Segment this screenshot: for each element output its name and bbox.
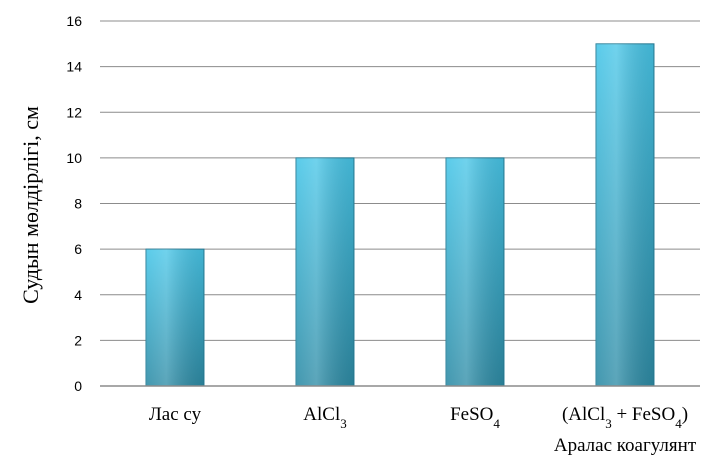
y-tick-label: 2 xyxy=(74,332,82,348)
bar-shine xyxy=(296,157,354,386)
y-tick-label: 16 xyxy=(66,13,82,29)
y-axis-label: Судын мөлдірлігі, см xyxy=(18,106,43,304)
y-tick-label: 10 xyxy=(66,150,82,166)
x-tick-label: AlCl3 xyxy=(303,404,346,431)
x-tick-label: (AlCl3 + FeSO4) xyxy=(562,404,688,431)
x-tick-label: FeSO4 xyxy=(450,404,500,431)
y-tick-label: 8 xyxy=(74,196,82,212)
bar-shine xyxy=(596,43,654,386)
y-tick-label: 6 xyxy=(74,241,82,257)
bar-shine xyxy=(446,157,504,386)
x-axis-ticks: Лас су AlCl3 FeSO4 (AlCl3 + FeSO4) Аралас ко… xyxy=(149,404,697,456)
x-tick-label: Лас су xyxy=(149,404,202,425)
bar-shine xyxy=(146,249,204,386)
y-tick-label: 14 xyxy=(66,59,82,75)
y-tick-label: 12 xyxy=(66,104,82,120)
bars xyxy=(145,43,655,387)
y-tick-label: 0 xyxy=(74,378,82,394)
y-axis-ticks: 0 2 4 6 8 10 12 14 16 xyxy=(66,13,82,394)
x-tick-label-line2: Аралас коагулянт xyxy=(554,435,697,456)
y-tick-label: 4 xyxy=(74,287,82,303)
